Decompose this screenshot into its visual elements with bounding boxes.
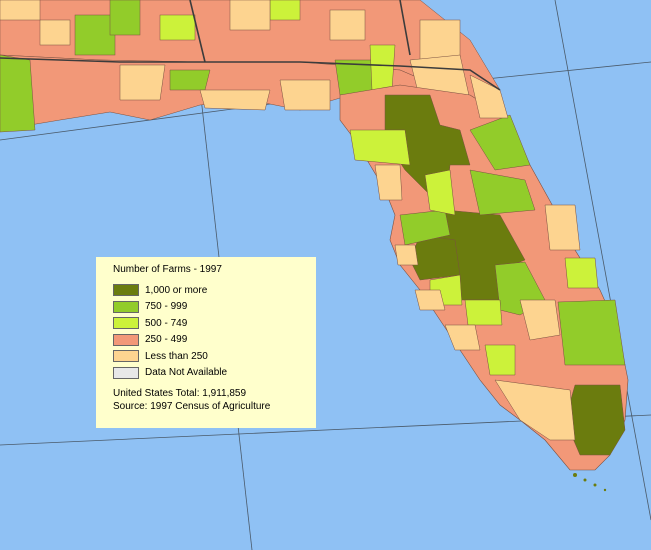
legend: Number of Farms - 1997 1,000 or more 750 … [96, 257, 316, 428]
legend-source: Source: 1997 Census of Agriculture [113, 401, 271, 412]
legend-label: 750 - 999 [145, 301, 188, 313]
legend-swatch [113, 350, 139, 363]
legend-total: United States Total: 1,911,859 [113, 388, 247, 399]
legend-title: Number of Farms - 1997 [113, 264, 222, 275]
state-borders [0, 0, 501, 91]
legend-item: 250 - 499 [113, 332, 316, 349]
georgia-alabama-counties [0, 0, 501, 101]
florida-keys [573, 473, 607, 492]
legend-item: 1,000 or more [113, 282, 316, 299]
legend-item: 750 - 999 [113, 299, 316, 316]
legend-label: 1,000 or more [145, 284, 208, 296]
legend-label: 250 - 499 [145, 334, 188, 346]
legend-swatch [113, 366, 139, 379]
legend-swatch [113, 300, 139, 313]
peninsula-counties [349, 74, 626, 456]
legend-label: 500 - 749 [145, 317, 188, 329]
legend-swatch [113, 333, 139, 346]
legend-swatch [113, 284, 139, 297]
legend-item: Less than 250 [113, 348, 316, 365]
legend-swatch [113, 317, 139, 330]
florida-panhandle [0, 44, 501, 141]
legend-item: Data Not Available [113, 365, 316, 382]
legend-label: Less than 250 [145, 350, 208, 362]
legend-item: 500 - 749 [113, 315, 316, 332]
legend-label: Data Not Available [145, 367, 228, 379]
